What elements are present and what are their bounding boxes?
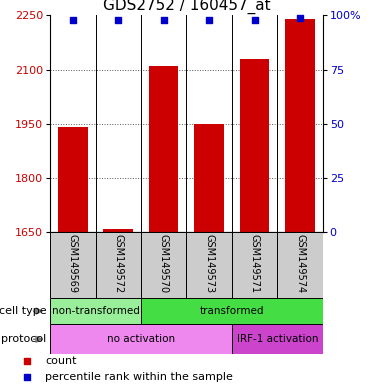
Point bbox=[24, 374, 30, 381]
Bar bbox=[285, 19, 315, 232]
Point bbox=[24, 358, 30, 364]
Bar bbox=[96, 232, 141, 298]
Title: GDS2752 / 160457_at: GDS2752 / 160457_at bbox=[103, 0, 270, 14]
Point bbox=[252, 17, 257, 23]
Bar bbox=[278, 232, 323, 298]
Point bbox=[115, 17, 121, 23]
Bar bbox=[232, 232, 278, 298]
Text: transformed: transformed bbox=[200, 306, 264, 316]
Point bbox=[161, 17, 167, 23]
Text: cell type: cell type bbox=[0, 306, 46, 316]
Bar bbox=[141, 232, 187, 298]
Bar bbox=[104, 229, 133, 232]
Point bbox=[70, 17, 76, 23]
Text: GSM149570: GSM149570 bbox=[159, 234, 169, 293]
Bar bbox=[58, 127, 88, 232]
Text: GSM149573: GSM149573 bbox=[204, 234, 214, 293]
Bar bbox=[50, 324, 232, 354]
Text: non-transformed: non-transformed bbox=[52, 306, 139, 316]
Bar bbox=[187, 232, 232, 298]
Bar bbox=[50, 298, 141, 324]
Text: protocol: protocol bbox=[1, 334, 46, 344]
Text: GSM149572: GSM149572 bbox=[113, 234, 123, 293]
Bar bbox=[194, 124, 224, 232]
Bar bbox=[149, 66, 178, 232]
Bar bbox=[240, 59, 269, 232]
Bar bbox=[232, 324, 323, 354]
Text: count: count bbox=[45, 356, 76, 366]
Text: no activation: no activation bbox=[107, 334, 175, 344]
Text: percentile rank within the sample: percentile rank within the sample bbox=[45, 372, 233, 382]
Bar bbox=[141, 298, 323, 324]
Text: IRF-1 activation: IRF-1 activation bbox=[237, 334, 318, 344]
Point bbox=[206, 17, 212, 23]
Bar bbox=[50, 232, 96, 298]
Text: GSM149571: GSM149571 bbox=[250, 234, 260, 293]
Text: GSM149574: GSM149574 bbox=[295, 234, 305, 293]
Point bbox=[297, 15, 303, 21]
Text: GSM149569: GSM149569 bbox=[68, 234, 78, 293]
